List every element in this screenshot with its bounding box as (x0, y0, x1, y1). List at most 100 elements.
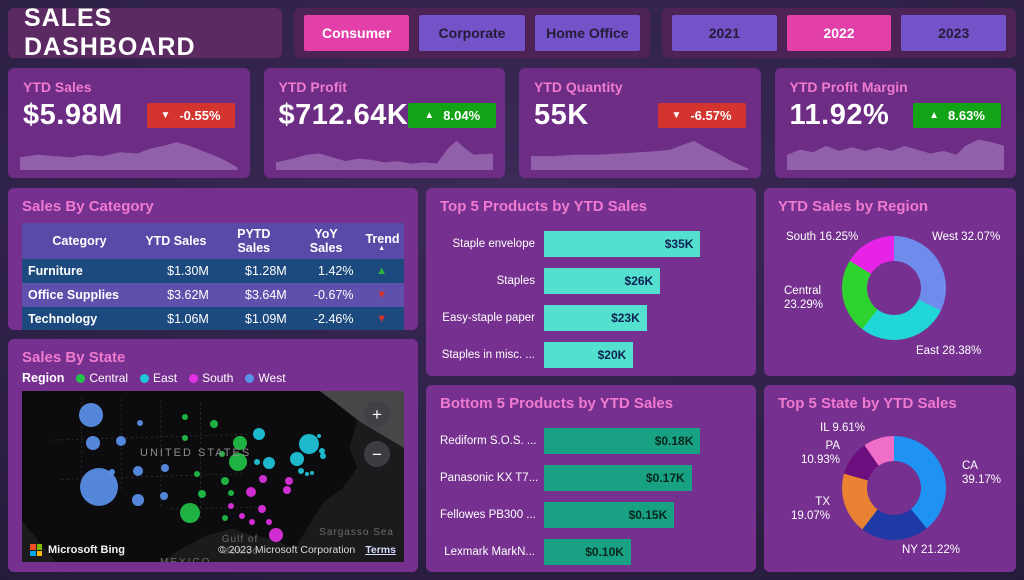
legend-item-central[interactable]: Central (76, 371, 128, 385)
trend-arrow-icon: ▲ (376, 265, 388, 277)
donut-label-central: Central 23.29% (784, 285, 824, 311)
map-bubble[interactable] (133, 466, 143, 476)
cell-category: Furniture (28, 264, 83, 278)
segment-button-corporate[interactable]: Corporate (419, 15, 525, 51)
map-bubble[interactable] (229, 453, 247, 471)
year-button-2023[interactable]: 2023 (901, 15, 1007, 51)
sort-ascending-icon: ▲ (378, 244, 386, 252)
column-header-trend[interactable]: Trend ▲ (359, 223, 404, 259)
map-bubble[interactable] (79, 403, 103, 427)
map-bubble[interactable] (180, 503, 200, 523)
map-bubble[interactable] (263, 457, 275, 469)
bar-row: Staple envelope $35K (440, 231, 742, 257)
map-bubble[interactable] (228, 490, 234, 496)
cell-category: Technology (28, 312, 98, 326)
kpi-value: $5.98M (23, 99, 123, 131)
east-legend-dot-icon (140, 373, 150, 383)
map-bubble[interactable] (258, 505, 266, 513)
map-bubble[interactable] (116, 436, 126, 446)
column-header-yoy-sales[interactable]: YoY Sales (292, 223, 360, 259)
segment-button-home-office[interactable]: Home Office (534, 15, 640, 51)
card-title: Top 5 State by YTD Sales (778, 394, 957, 412)
bar[interactable]: $35K (544, 231, 701, 257)
map-bubble[interactable] (320, 453, 326, 459)
legend-item-west[interactable]: West (245, 371, 286, 385)
bar[interactable]: $0.17K (544, 464, 692, 491)
year-button-2022[interactable]: 2022 (786, 15, 892, 51)
column-header-category[interactable]: Category (22, 223, 137, 259)
region-donut-chart[interactable] (842, 236, 946, 340)
map-bubble[interactable] (290, 452, 304, 466)
map-bubble[interactable] (210, 420, 218, 428)
map-bubble[interactable] (80, 468, 118, 506)
kpi-title: YTD Quantity (534, 79, 623, 95)
map-bubble[interactable] (161, 464, 169, 472)
map-bubble[interactable] (299, 434, 319, 454)
bar[interactable]: $23K (544, 305, 647, 331)
bar-row: Fellowes PB300 ... $0.15K (440, 501, 742, 528)
column-header-pytd-sales[interactable]: PYTD Sales (214, 223, 293, 259)
map-bubble[interactable] (298, 468, 304, 474)
map-bubble[interactable] (233, 436, 247, 450)
card-title: Sales By State (22, 349, 126, 366)
map-bubble[interactable] (219, 451, 225, 457)
bar[interactable]: $0.15K (544, 501, 675, 528)
map-bubble[interactable] (317, 434, 321, 438)
bing-map[interactable]: UNITED STATES Sargasso Sea Gulf of Mexic… (22, 391, 404, 562)
sales-by-state-card: Sales By State Region Central East South (8, 339, 418, 572)
bar[interactable]: $0.10K (544, 538, 631, 565)
map-bubble[interactable] (86, 436, 100, 450)
segment-button-consumer[interactable]: Consumer (304, 15, 410, 51)
map-bubble[interactable] (239, 513, 245, 519)
kpi-change-value: -6.57% (690, 108, 732, 123)
bar-value-label: $26K (624, 274, 654, 288)
map-terms-link[interactable]: Terms (365, 544, 396, 556)
table-row-technology[interactable]: Technology $1.06M $1.09M -2.46% ▼ (22, 307, 404, 330)
map-bubble[interactable] (319, 448, 325, 454)
map-bubble[interactable] (266, 519, 272, 525)
map-bubble[interactable] (249, 519, 255, 525)
map-bubble[interactable] (259, 475, 267, 483)
map-bubble[interactable] (228, 503, 234, 509)
map-bubble[interactable] (221, 477, 229, 485)
map-zoom-in-button[interactable]: + (364, 401, 390, 427)
map-bubble[interactable] (137, 420, 143, 426)
map-bubble[interactable] (269, 528, 283, 542)
map-bubble[interactable] (222, 515, 228, 521)
map-bubble[interactable] (285, 477, 293, 485)
bar[interactable]: $20K (544, 342, 634, 368)
sales-by-category-card: Sales By Category Category YTD Sales PYT… (8, 188, 418, 330)
bar[interactable]: $0.18K (544, 427, 701, 454)
bar[interactable]: $26K (544, 268, 661, 294)
map-bubble[interactable] (310, 471, 314, 475)
map-bubble[interactable] (194, 471, 200, 477)
map-bubble[interactable] (253, 428, 265, 440)
map-bubble[interactable] (198, 490, 206, 498)
trend-arrow-icon: ▼ (376, 313, 388, 325)
legend-item-east[interactable]: East (140, 371, 177, 385)
kpi-title: YTD Profit Margin (789, 79, 908, 95)
kpi-title: YTD Sales (23, 79, 92, 95)
table-row-furniture[interactable]: Furniture $1.30M $1.28M 1.42% ▲ (22, 259, 404, 283)
map-bubble[interactable] (283, 486, 291, 494)
right-column: YTD Sales by Region South 16.25% West 32… (764, 188, 1016, 572)
card-title: Bottom 5 Products by YTD Sales (440, 394, 674, 412)
map-bubble[interactable] (182, 435, 188, 441)
column-header-ytd-sales[interactable]: YTD Sales (136, 223, 215, 259)
donut-label-ca: CA 39.17% (962, 459, 1002, 486)
map-bubble[interactable] (305, 472, 309, 476)
middle-column: Top 5 Products by YTD Sales Staple envel… (426, 188, 756, 572)
map-bubble[interactable] (132, 494, 144, 506)
sparkline-chart (786, 139, 1004, 170)
legend-item-south[interactable]: South (189, 371, 233, 385)
map-bubble[interactable] (254, 459, 260, 465)
table-row-office-supplies[interactable]: Office Supplies $3.62M $3.64M -0.67% ▼ (22, 283, 404, 307)
map-bubble[interactable] (109, 469, 115, 475)
map-zoom-out-button[interactable]: − (364, 441, 390, 467)
state-donut-chart[interactable] (842, 435, 946, 540)
map-bubble[interactable] (182, 414, 188, 420)
kpi-change-badge: ▲ 8.04% (408, 103, 497, 128)
map-bubble[interactable] (246, 487, 256, 497)
year-button-2021[interactable]: 2021 (672, 15, 777, 51)
map-bubble[interactable] (160, 492, 168, 500)
